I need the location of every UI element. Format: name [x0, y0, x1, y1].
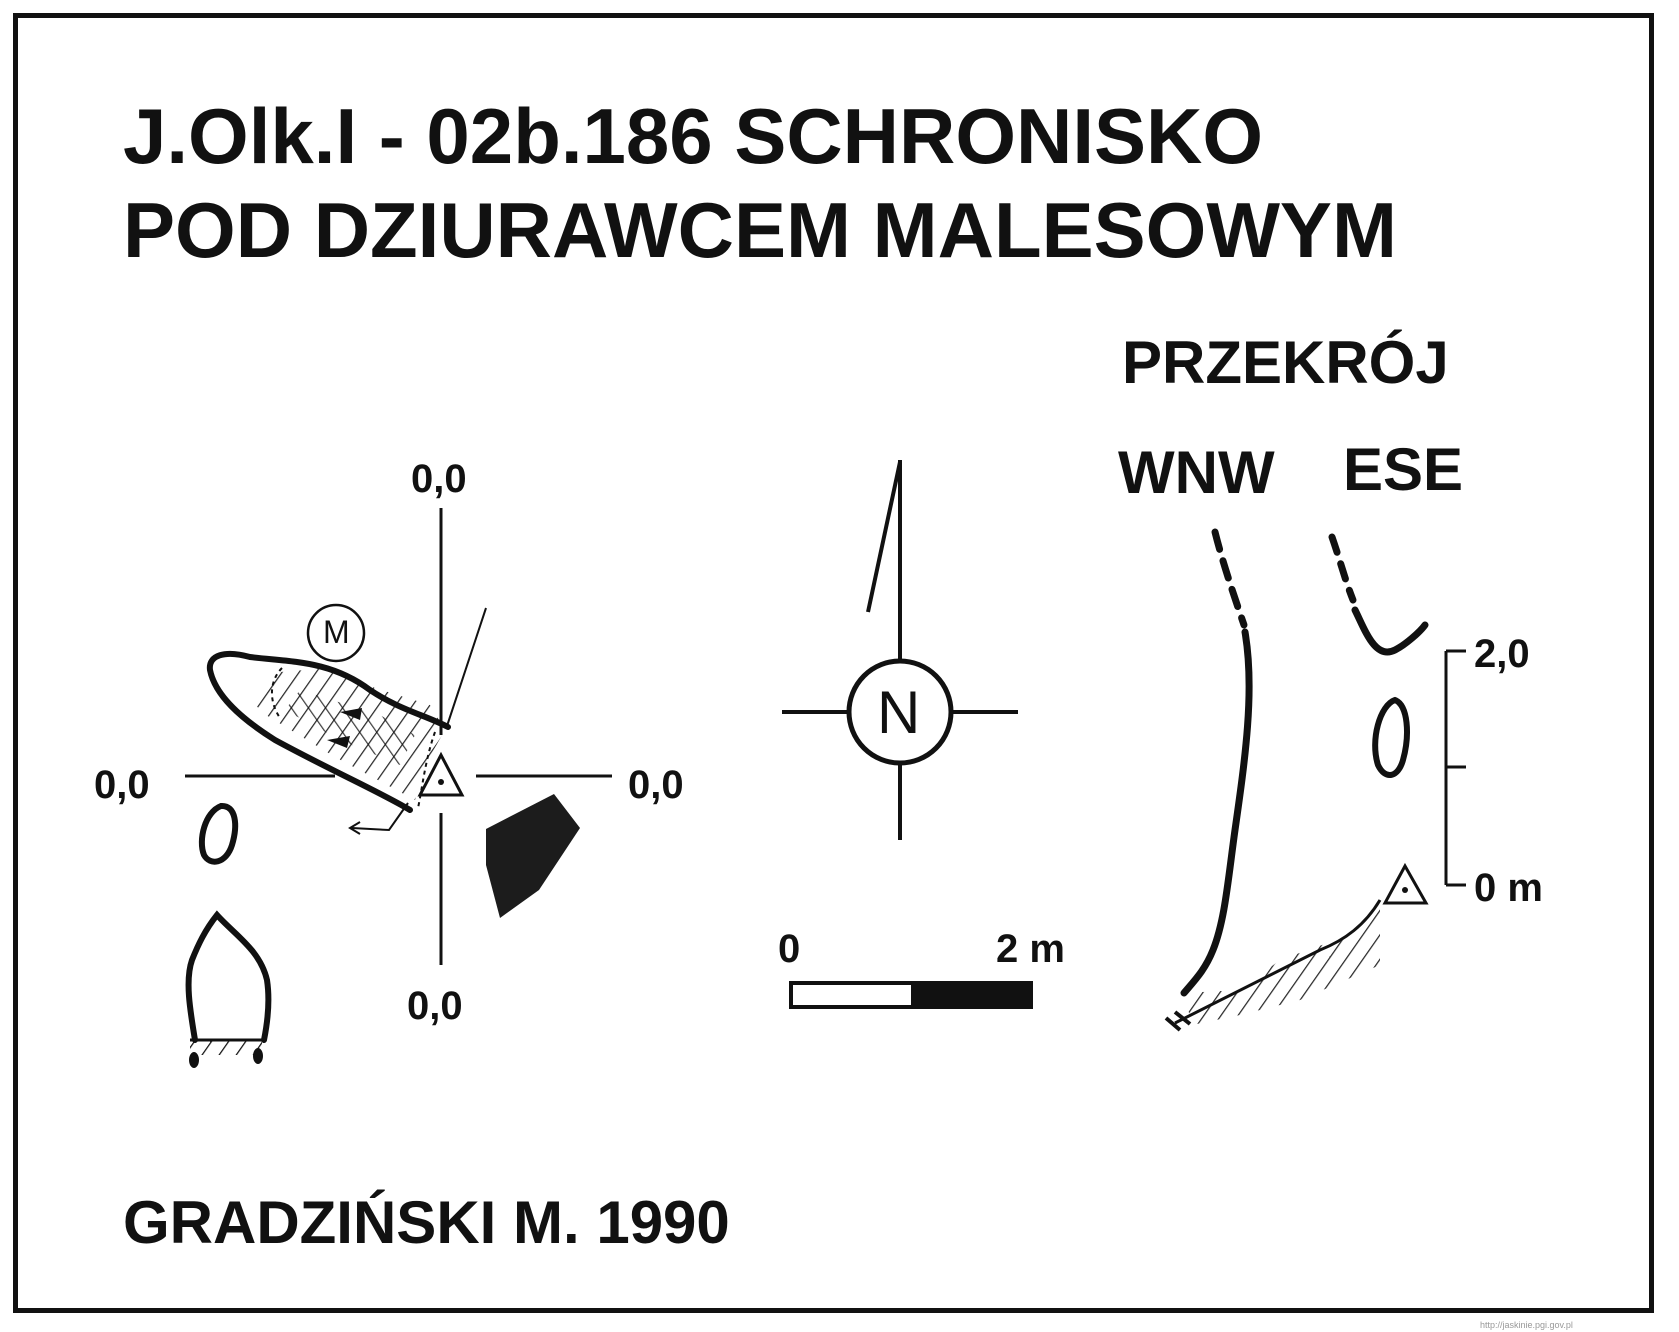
title-line-1: J.Olk.I - 02b.186 SCHRONISKO — [123, 92, 1264, 180]
cross-section-small — [198, 803, 239, 865]
cross-section-large — [185, 910, 272, 1068]
vertical-scale-top-label: 2,0 — [1474, 632, 1530, 676]
plan-axes — [185, 508, 612, 965]
datum-triangle-plan — [417, 751, 465, 797]
scale-bar-end-label: 2 m — [996, 927, 1065, 971]
north-label: N — [877, 679, 921, 746]
section-heading: PRZEKRÓJ — [1122, 329, 1449, 396]
section-profile — [1164, 528, 1429, 1032]
footer-url[interactable]: http://jaskinie.pgi.gov.pl — [1480, 1320, 1573, 1330]
vertical-scale-graphic — [1444, 649, 1466, 887]
plan-axis-label-left: 0,0 — [94, 763, 150, 807]
author-credit: GRADZIŃSKI M. 1990 — [123, 1189, 730, 1256]
marker-m-label: M — [323, 614, 350, 650]
datum-triangle-section — [1382, 862, 1429, 905]
entrance-arrow — [486, 794, 580, 918]
plan-axis-label-right: 0,0 — [628, 763, 684, 807]
vertical-scale-bottom-label: 0 m — [1474, 866, 1543, 910]
map-frame — [13, 13, 1654, 1313]
scale-bar-start-label: 0 — [778, 927, 801, 971]
scale-bar-graphic — [789, 981, 1033, 1009]
title-line-2: POD DZIURAWCEM MALESOWYM — [123, 186, 1397, 274]
plan-axis-label-bottom: 0,0 — [407, 984, 463, 1028]
section-direction-wnw: WNW — [1118, 439, 1275, 506]
north-arrow-graphic — [782, 460, 1018, 840]
marker-m-symbol — [306, 603, 366, 663]
plan-axis-label-top: 0,0 — [411, 457, 467, 501]
section-direction-ese: ESE — [1343, 436, 1464, 503]
cave-plan-outline — [206, 607, 487, 835]
